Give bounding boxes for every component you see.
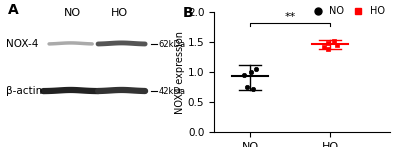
Legend: NO, HO: NO, HO (304, 2, 389, 20)
Text: A: A (8, 3, 19, 17)
Point (248, 71, 254, 73)
Text: **: ** (284, 12, 296, 22)
Point (253, 68, 260, 70)
Text: NO: NO (64, 8, 81, 18)
Point (324, 42, 331, 44)
Text: β-actin: β-actin (6, 86, 42, 96)
Point (334, 44, 340, 46)
Point (320, 46, 327, 48)
Point (241, 74, 248, 76)
Text: 62kDa: 62kDa (159, 40, 186, 49)
Text: HO: HO (111, 8, 128, 18)
Point (250, 88, 256, 90)
Point (325, 48, 332, 50)
Point (244, 86, 250, 88)
Point (331, 40, 337, 42)
Y-axis label: NOX4 expression: NOX4 expression (175, 31, 185, 113)
Text: NOX-4: NOX-4 (6, 39, 38, 49)
Text: B: B (182, 6, 193, 20)
Text: 42kDa: 42kDa (159, 87, 186, 96)
